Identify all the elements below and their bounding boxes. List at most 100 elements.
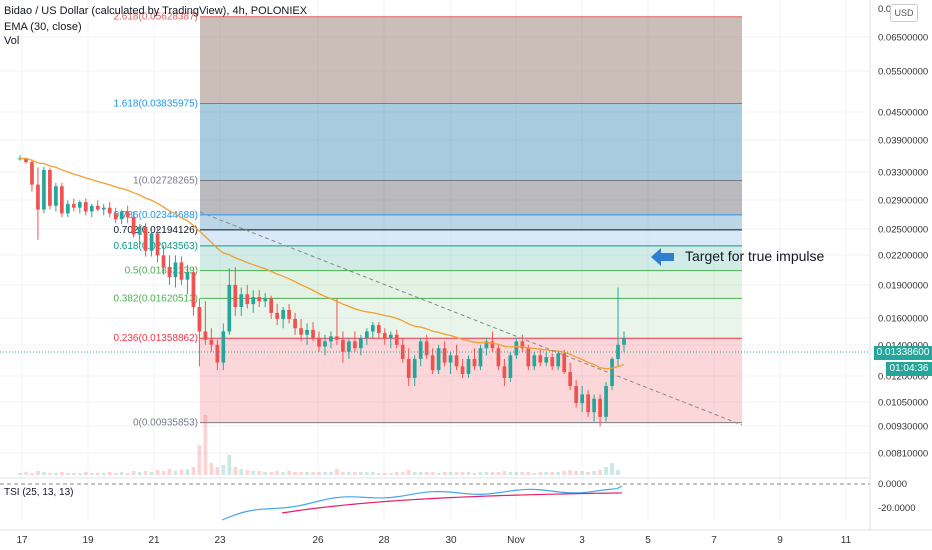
candle-body — [209, 339, 214, 345]
tsi-legend[interactable]: TSI (25, 13, 13) — [4, 487, 74, 498]
time-tick: 17 — [16, 535, 28, 546]
fib-level-label: 0.236(0.01358862) — [113, 333, 198, 344]
fib-zone — [200, 16, 742, 104]
volume-bar — [460, 472, 465, 475]
fib-zone — [200, 214, 742, 230]
volume-bar — [347, 472, 351, 475]
volume-bar — [359, 472, 363, 475]
candle-body — [197, 306, 202, 332]
volume-bar — [550, 472, 555, 475]
time-axis[interactable]: 17 19 21 23 26 28 30 Nov 3 5 7 9 11 — [0, 529, 932, 546]
time-tick: 30 — [445, 535, 457, 546]
currency-badge[interactable]: USD — [890, 4, 918, 22]
volume-bar — [353, 472, 357, 475]
candle-body — [287, 309, 291, 319]
candle-body — [359, 338, 363, 349]
candle-body — [526, 348, 531, 367]
volume-legend[interactable]: Vol — [4, 35, 20, 47]
candle-body — [275, 312, 280, 319]
fib-zone — [200, 245, 742, 271]
fib-zone — [200, 180, 742, 215]
candle-body — [490, 341, 495, 349]
volume-bar — [538, 472, 543, 475]
candle-body — [95, 205, 100, 210]
volume-bar — [89, 473, 94, 475]
volume-bar — [526, 472, 531, 475]
candle-body — [520, 341, 525, 349]
candle-body — [305, 329, 309, 335]
volume-bar — [299, 472, 303, 475]
volume-bar — [125, 473, 130, 475]
tsi-line — [221, 485, 623, 521]
volume-bar — [604, 467, 608, 475]
candle-body — [418, 341, 423, 359]
volume-bar — [60, 472, 64, 475]
candle-body — [251, 297, 256, 305]
candle-body — [586, 394, 590, 413]
volume-bar — [406, 470, 411, 475]
volume-bar — [239, 469, 244, 475]
candle-body — [269, 298, 274, 313]
candle-body — [281, 309, 285, 319]
volume-bar — [335, 469, 339, 475]
annotation-text: Target for true impulse — [685, 248, 824, 264]
candle-body — [424, 341, 429, 356]
volume-bar — [382, 473, 387, 475]
fib-zone — [200, 103, 742, 181]
last-price-badge: 0.01338600 — [874, 346, 932, 360]
volume-bar — [179, 470, 184, 475]
time-tick: 23 — [214, 535, 226, 546]
ema-line — [19, 157, 625, 370]
candle-body — [149, 233, 154, 251]
volume-bar — [598, 470, 602, 475]
volume-bar — [478, 472, 483, 475]
candle-body — [215, 344, 220, 363]
volume-bar — [30, 473, 34, 475]
candle-body — [544, 357, 549, 363]
volume-bar — [155, 470, 160, 475]
price-axis[interactable]: 0.06500000 0.05500000 0.04500000 0.03900000… — [869, 0, 928, 530]
candle-body — [30, 162, 34, 185]
time-tick: 28 — [378, 535, 390, 546]
fib-zone — [200, 338, 742, 423]
volume-bar — [586, 472, 590, 475]
fib-level-label: 0.5(0.01832239) — [125, 266, 198, 277]
volume-bar — [562, 471, 567, 475]
volume-bar — [101, 473, 106, 475]
candle-body — [107, 207, 112, 214]
volume-bar — [400, 472, 405, 475]
volume-bar — [311, 472, 315, 475]
volume-bar — [221, 465, 226, 475]
volume-bar — [36, 471, 40, 475]
candle-body — [538, 355, 543, 363]
price-tick: 0.03300000 — [878, 168, 928, 179]
volume-bar — [472, 473, 477, 475]
candle-body — [155, 233, 160, 256]
candle-body — [239, 294, 244, 307]
volume-bar — [394, 472, 399, 475]
candle-body — [24, 158, 28, 163]
candle-body — [610, 358, 614, 387]
volume-bar — [173, 471, 178, 475]
fib-level-label: 1.618(0.03835975) — [113, 98, 198, 109]
fib-extension: 2.618(0.05628387) 1.618(0.03835975) 1(0.02… — [113, 12, 742, 429]
volume-bar — [143, 471, 148, 475]
candle-body — [382, 333, 387, 339]
candle-body — [376, 325, 381, 334]
volume-bar — [18, 473, 22, 475]
fib-level-label: 0(0.00935853) — [133, 418, 198, 429]
candle-body — [71, 203, 76, 208]
candle-body — [101, 207, 106, 210]
volume-bar — [305, 472, 309, 475]
chart-title: Bidao / US Dollar (calculated by Trading… — [4, 5, 308, 17]
ema-legend[interactable]: EMA (30, close) — [4, 21, 82, 33]
volume-bar — [466, 472, 471, 475]
candle-body — [263, 298, 268, 302]
candles — [18, 155, 626, 427]
fib-zone — [200, 270, 742, 299]
candle-body — [430, 355, 435, 371]
volume-bar — [287, 471, 291, 475]
price-tick: 0.0 — [878, 4, 891, 15]
candle-body — [562, 353, 567, 373]
candle-body — [460, 366, 465, 375]
